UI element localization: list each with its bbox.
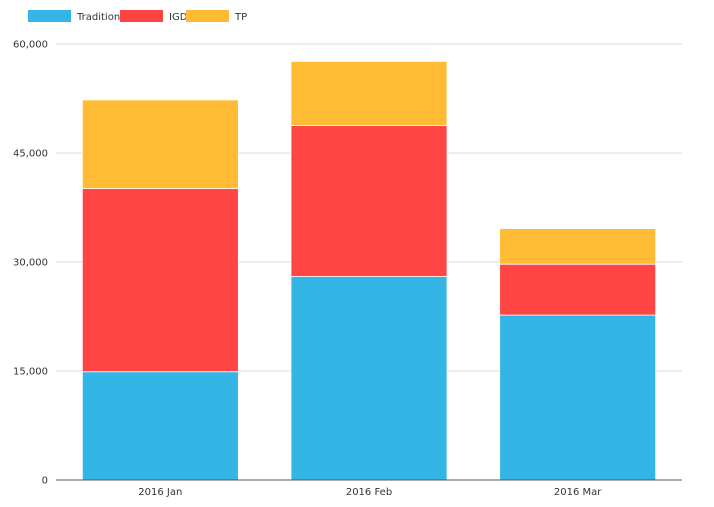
y-tick-label: 0 [42,476,48,487]
bar-igdl-2016-mar [499,263,657,316]
y-tick-label: 45,000 [13,149,48,160]
x-tick-label: 2016 Feb [346,487,392,498]
x-tick-label: 2016 Jan [138,487,182,498]
y-tick-label: 15,000 [13,367,48,378]
bar-tradition-2016-feb [290,276,448,481]
legend-swatch-tradition [28,10,71,22]
bar-tp-2016-mar [499,228,657,265]
x-tick-label: 2016 Mar [554,487,602,498]
bars [81,61,657,481]
y-tick-label: 60,000 [13,40,48,51]
bar-tradition-2016-mar [499,314,657,481]
legend-label-igdl: IGDL [169,12,193,23]
y-tick-label: 30,000 [13,258,48,269]
legend-label-tp: TP [234,12,247,23]
bar-tp-2016-jan [81,99,239,190]
legend-swatch-tp [186,10,229,22]
bar-igdl-2016-feb [290,124,448,277]
legend-label-tradition: Tradition [76,12,120,23]
legend: Tradition IGDL TP [28,10,247,23]
axes: 0 15,000 30,000 45,000 60,000 2016 Jan 2016 Fe… [13,40,682,498]
bar-tradition-2016-jan [81,371,239,481]
bar-tp-2016-feb [290,61,448,126]
bar-igdl-2016-jan [81,188,239,373]
legend-swatch-igdl [120,10,163,22]
